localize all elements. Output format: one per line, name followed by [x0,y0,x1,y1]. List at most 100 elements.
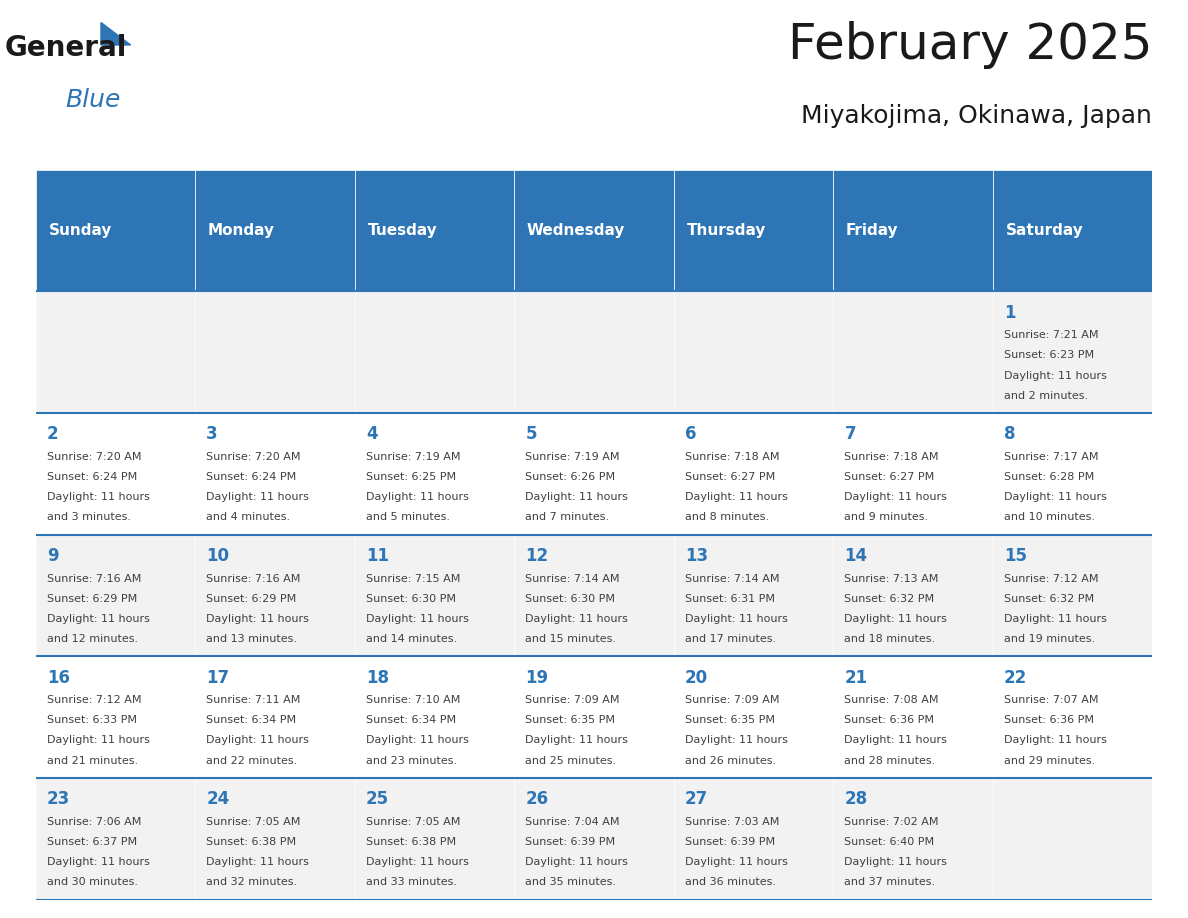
Text: Sunrise: 7:15 AM: Sunrise: 7:15 AM [366,574,460,584]
FancyBboxPatch shape [993,292,1152,413]
Text: Sunset: 6:35 PM: Sunset: 6:35 PM [525,715,615,725]
FancyBboxPatch shape [195,292,355,413]
Text: 13: 13 [685,547,708,565]
Text: 16: 16 [46,668,70,687]
Text: 2: 2 [46,425,58,443]
FancyBboxPatch shape [195,413,355,534]
FancyBboxPatch shape [195,170,355,292]
Text: Miyakojima, Okinawa, Japan: Miyakojima, Okinawa, Japan [802,104,1152,128]
Text: Sunrise: 7:12 AM: Sunrise: 7:12 AM [46,695,141,705]
FancyBboxPatch shape [514,170,674,292]
Text: and 8 minutes.: and 8 minutes. [685,512,769,522]
Polygon shape [101,22,131,45]
FancyBboxPatch shape [195,656,355,778]
FancyBboxPatch shape [833,292,993,413]
Text: Sunrise: 7:20 AM: Sunrise: 7:20 AM [207,452,301,462]
Text: 12: 12 [525,547,549,565]
Text: Sunset: 6:38 PM: Sunset: 6:38 PM [207,837,297,847]
Text: Sunset: 6:36 PM: Sunset: 6:36 PM [845,715,935,725]
Text: 19: 19 [525,668,549,687]
Text: 11: 11 [366,547,388,565]
Text: Sunset: 6:34 PM: Sunset: 6:34 PM [207,715,297,725]
Text: Saturday: Saturday [1005,223,1083,238]
Text: and 13 minutes.: and 13 minutes. [207,633,297,644]
Text: and 26 minutes.: and 26 minutes. [685,756,776,766]
Text: Sunrise: 7:06 AM: Sunrise: 7:06 AM [46,817,141,827]
Text: Sunrise: 7:16 AM: Sunrise: 7:16 AM [46,574,141,584]
Text: Daylight: 11 hours: Daylight: 11 hours [685,735,788,745]
Text: and 32 minutes.: and 32 minutes. [207,877,297,887]
Text: Sunset: 6:25 PM: Sunset: 6:25 PM [366,472,456,482]
FancyBboxPatch shape [674,170,833,292]
Text: Sunset: 6:40 PM: Sunset: 6:40 PM [845,837,935,847]
Text: and 36 minutes.: and 36 minutes. [685,877,776,887]
Text: Sunset: 6:31 PM: Sunset: 6:31 PM [685,594,775,604]
Text: Sunrise: 7:14 AM: Sunrise: 7:14 AM [525,574,620,584]
FancyBboxPatch shape [514,534,674,656]
Text: Sunset: 6:37 PM: Sunset: 6:37 PM [46,837,137,847]
Text: Sunrise: 7:19 AM: Sunrise: 7:19 AM [366,452,461,462]
Text: and 3 minutes.: and 3 minutes. [46,512,131,522]
Text: Daylight: 11 hours: Daylight: 11 hours [1004,614,1107,624]
Text: and 21 minutes.: and 21 minutes. [46,756,138,766]
Text: Sunrise: 7:19 AM: Sunrise: 7:19 AM [525,452,620,462]
Text: Sunrise: 7:18 AM: Sunrise: 7:18 AM [845,452,939,462]
Text: Sunrise: 7:17 AM: Sunrise: 7:17 AM [1004,452,1099,462]
Text: Sunset: 6:34 PM: Sunset: 6:34 PM [366,715,456,725]
Text: Daylight: 11 hours: Daylight: 11 hours [525,857,628,868]
FancyBboxPatch shape [674,656,833,778]
Text: and 22 minutes.: and 22 minutes. [207,756,297,766]
Text: Sunrise: 7:02 AM: Sunrise: 7:02 AM [845,817,939,827]
Text: Daylight: 11 hours: Daylight: 11 hours [366,614,469,624]
Text: and 29 minutes.: and 29 minutes. [1004,756,1095,766]
Text: Blue: Blue [65,87,120,112]
Text: 23: 23 [46,790,70,808]
FancyBboxPatch shape [833,778,993,900]
Text: 27: 27 [685,790,708,808]
Text: Daylight: 11 hours: Daylight: 11 hours [46,857,150,868]
Text: and 18 minutes.: and 18 minutes. [845,633,936,644]
Text: Sunset: 6:29 PM: Sunset: 6:29 PM [46,594,137,604]
Text: and 4 minutes.: and 4 minutes. [207,512,290,522]
Text: 14: 14 [845,547,867,565]
Text: 15: 15 [1004,547,1026,565]
Text: Wednesday: Wednesday [527,223,625,238]
Text: Daylight: 11 hours: Daylight: 11 hours [845,492,947,502]
Text: Daylight: 11 hours: Daylight: 11 hours [366,492,469,502]
Text: Sunrise: 7:09 AM: Sunrise: 7:09 AM [525,695,620,705]
FancyBboxPatch shape [36,413,195,534]
Text: Monday: Monday [208,223,274,238]
Text: Daylight: 11 hours: Daylight: 11 hours [685,614,788,624]
Text: Daylight: 11 hours: Daylight: 11 hours [46,614,150,624]
Text: Sunset: 6:35 PM: Sunset: 6:35 PM [685,715,775,725]
FancyBboxPatch shape [993,534,1152,656]
Text: and 2 minutes.: and 2 minutes. [1004,390,1088,400]
Text: Daylight: 11 hours: Daylight: 11 hours [525,735,628,745]
Text: Sunset: 6:29 PM: Sunset: 6:29 PM [207,594,297,604]
Text: Sunrise: 7:05 AM: Sunrise: 7:05 AM [366,817,460,827]
FancyBboxPatch shape [355,170,514,292]
Text: General: General [4,34,127,62]
Text: and 19 minutes.: and 19 minutes. [1004,633,1095,644]
Text: 7: 7 [845,425,857,443]
Text: Sunrise: 7:10 AM: Sunrise: 7:10 AM [366,695,460,705]
Text: Thursday: Thursday [687,223,766,238]
Text: Daylight: 11 hours: Daylight: 11 hours [525,492,628,502]
Text: Friday: Friday [846,223,898,238]
Text: 17: 17 [207,668,229,687]
Text: Sunrise: 7:07 AM: Sunrise: 7:07 AM [1004,695,1099,705]
Text: 9: 9 [46,547,58,565]
Text: Daylight: 11 hours: Daylight: 11 hours [366,857,469,868]
Text: 26: 26 [525,790,549,808]
Text: Sunrise: 7:16 AM: Sunrise: 7:16 AM [207,574,301,584]
Text: 24: 24 [207,790,229,808]
Text: and 30 minutes.: and 30 minutes. [46,877,138,887]
Text: Sunset: 6:27 PM: Sunset: 6:27 PM [685,472,776,482]
Text: Sunset: 6:38 PM: Sunset: 6:38 PM [366,837,456,847]
Text: Sunrise: 7:04 AM: Sunrise: 7:04 AM [525,817,620,827]
FancyBboxPatch shape [514,292,674,413]
Text: 1: 1 [1004,304,1016,321]
Text: Sunset: 6:30 PM: Sunset: 6:30 PM [366,594,456,604]
Text: Sunrise: 7:13 AM: Sunrise: 7:13 AM [845,574,939,584]
Text: Sunset: 6:23 PM: Sunset: 6:23 PM [1004,351,1094,361]
